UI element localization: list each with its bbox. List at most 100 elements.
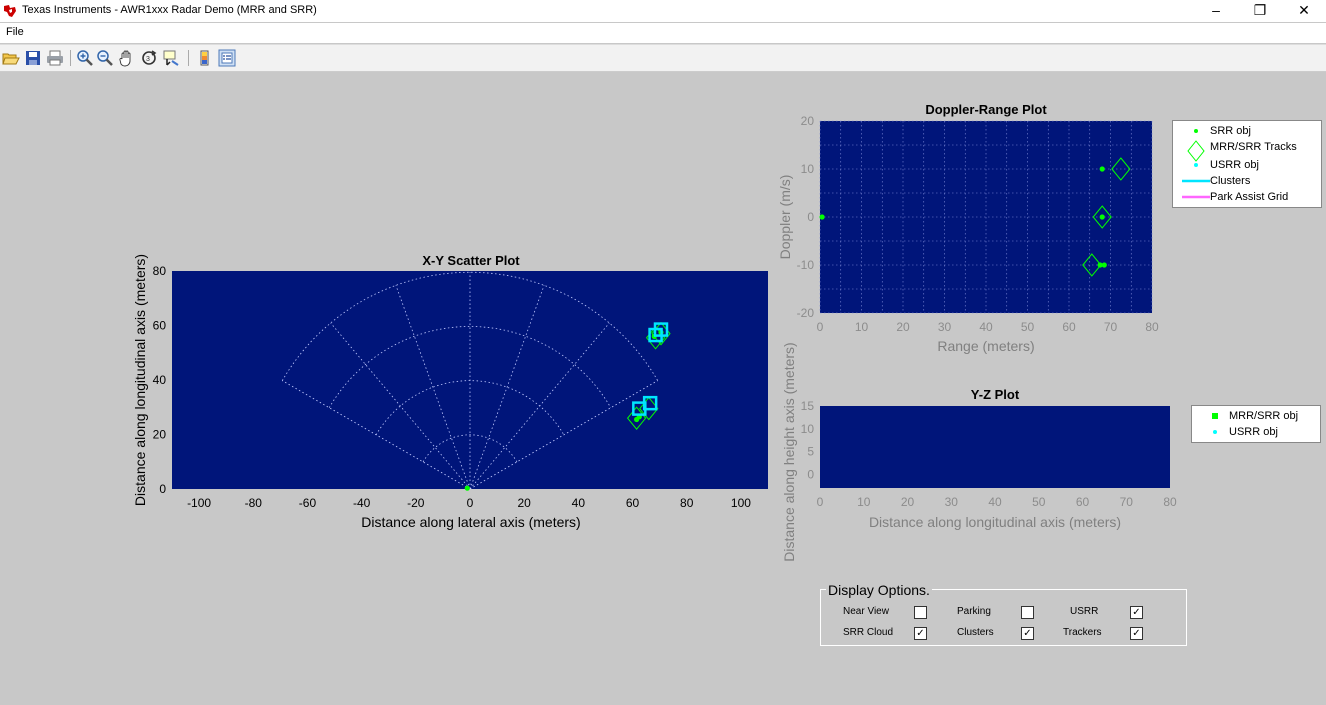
diamond-marker-icon — [1187, 140, 1205, 162]
track-diamond — [1092, 205, 1112, 229]
xy-y-axis-label: Distance along longitudinal axis (meters… — [132, 254, 148, 506]
y-tick-label: 0 — [807, 210, 814, 224]
xy-scatter-plot[interactable]: X-Y Scatter Plot -100 -80 -60 -40 -20 0 20 40 60… — [132, 253, 768, 530]
display-options-panel — [820, 589, 1187, 646]
y-z-plot[interactable]: Y-Z Plot 0 10 20 30 40 50 60 70 80 0 5 10 15 Distanc… — [781, 342, 1177, 561]
legend-entry-park-assist-grid: Park Assist Grid — [1173, 190, 1321, 204]
x-tick-label: 0 — [467, 496, 474, 510]
option-trackers-checkbox[interactable]: ✓ — [1130, 627, 1143, 640]
data-point — [1099, 214, 1105, 220]
close-button[interactable]: ✕ — [1298, 2, 1310, 18]
legend-label: SRR obj — [1210, 125, 1251, 137]
option-clusters-checkbox[interactable]: ✓ — [1021, 627, 1034, 640]
print-icon[interactable] — [46, 49, 64, 67]
maximize-button[interactable]: ❐ — [1253, 2, 1267, 18]
yz-legend[interactable]: MRR/SRR obj USRR obj — [1191, 405, 1321, 443]
toolbar-separator — [70, 50, 71, 66]
option-near-view-checkbox[interactable] — [914, 606, 927, 619]
dr-x-axis-label: Range (meters) — [937, 338, 1034, 354]
x-tick-label: 80 — [680, 496, 694, 510]
track-diamond — [1082, 253, 1102, 277]
angle-spoke — [469, 380, 658, 490]
open-icon[interactable] — [2, 49, 20, 67]
x-tick-label: -100 — [187, 496, 211, 510]
option-trackers-label: Trackers — [1063, 627, 1102, 638]
legend-label: Park Assist Grid — [1210, 191, 1289, 203]
save-icon[interactable] — [24, 49, 42, 67]
doppler-range-plot[interactable]: Doppler-Range Plot 0 10 20 30 40 50 60 70 80 -20 -… — [777, 102, 1159, 354]
legend-label: Clusters — [1210, 175, 1251, 187]
y-tick-label: 0 — [159, 482, 166, 496]
dot-marker-icon — [1213, 430, 1217, 434]
x-tick-label: 80 — [1145, 320, 1159, 334]
x-tick-label: -60 — [299, 496, 317, 510]
x-tick-label: 10 — [855, 320, 869, 334]
yz-y-axis-label: Distance along height axis (meters) — [781, 342, 797, 561]
dr-legend[interactable]: SRR obj MRR/SRR Tracks USRR obj Clusters… — [1172, 120, 1322, 208]
cyan-line-icon — [1182, 179, 1210, 183]
dr-y-axis-label: Doppler (m/s) — [777, 175, 793, 260]
dot-marker-icon — [1194, 163, 1198, 167]
display-options-title: Display Options. — [826, 582, 932, 598]
x-tick-label: 20 — [896, 320, 910, 334]
y-tick-label: 80 — [153, 264, 167, 278]
x-tick-label: 10 — [857, 495, 871, 509]
window-title: Texas Instruments - AWR1xxx Radar Demo (… — [22, 4, 317, 16]
y-tick-label: 20 — [153, 428, 167, 442]
legend-entry-tracks: MRR/SRR Tracks — [1173, 140, 1321, 162]
track-diamond — [639, 396, 659, 421]
y-tick-label: 60 — [153, 319, 167, 333]
x-tick-label: 40 — [572, 496, 586, 510]
y-tick-label: 20 — [801, 114, 815, 128]
angle-spoke — [282, 380, 471, 490]
rotate-icon[interactable]: 3 — [140, 49, 158, 67]
option-srr-cloud-label: SRR Cloud — [843, 627, 894, 638]
option-usrr-checkbox[interactable]: ✓ — [1130, 606, 1143, 619]
dr-plot-title: Doppler-Range Plot — [925, 102, 1047, 117]
legend-label: USRR obj — [1210, 159, 1259, 171]
x-tick-label: 60 — [1076, 495, 1090, 509]
y-tick-label: 10 — [801, 162, 815, 176]
track-diamond — [1111, 157, 1131, 181]
angle-spoke — [330, 322, 471, 490]
texas-instruments-logo-icon — [4, 5, 16, 17]
pan-icon[interactable] — [118, 49, 136, 67]
data-cursor-icon[interactable] — [162, 49, 180, 67]
legend-entry-mrr-srr-obj: MRR/SRR obj — [1192, 409, 1320, 423]
legend-icon[interactable] — [218, 49, 236, 67]
menu-file[interactable]: File — [6, 26, 24, 38]
data-point — [819, 214, 825, 220]
toolbar-separator — [188, 50, 189, 66]
x-tick-label: 30 — [945, 495, 959, 509]
legend-label: MRR/SRR obj — [1229, 410, 1299, 422]
angle-spoke — [395, 285, 471, 490]
xy-axis-ticks: -100 -80 -60 -40 -20 0 20 40 60 80 100 0 20 40 60 80 — [153, 264, 752, 510]
cluster-box — [653, 322, 669, 337]
menu-bar: File — [0, 23, 1326, 43]
x-tick-label: -40 — [353, 496, 371, 510]
x-tick-label: -80 — [245, 496, 263, 510]
minimize-button[interactable]: – — [1212, 2, 1220, 18]
x-tick-label: 100 — [731, 496, 751, 510]
x-tick-label: 30 — [938, 320, 952, 334]
option-srr-cloud-checkbox[interactable]: ✓ — [914, 627, 927, 640]
colorbar-icon[interactable] — [196, 49, 214, 67]
x-tick-label: 0 — [817, 495, 824, 509]
xy-data-marks — [464, 321, 671, 491]
y-tick-label: 40 — [153, 373, 167, 387]
legend-entry-usrr-obj: USRR obj — [1173, 158, 1321, 172]
option-parking-checkbox[interactable] — [1021, 606, 1034, 619]
svg-text:3: 3 — [146, 56, 150, 63]
x-tick-label: 80 — [1163, 495, 1177, 509]
dot-marker-icon — [1194, 129, 1198, 133]
legend-entry-clusters: Clusters — [1173, 174, 1321, 188]
x-tick-label: 0 — [817, 320, 824, 334]
y-tick-label: -10 — [797, 258, 815, 272]
zoom-in-icon[interactable] — [76, 49, 94, 67]
x-tick-label: -20 — [407, 496, 425, 510]
zoom-out-icon[interactable] — [96, 49, 114, 67]
legend-label: MRR/SRR Tracks — [1210, 141, 1297, 153]
data-point — [1101, 262, 1107, 268]
toolbar: 3 — [0, 44, 1326, 72]
dr-grid — [819, 120, 1153, 314]
